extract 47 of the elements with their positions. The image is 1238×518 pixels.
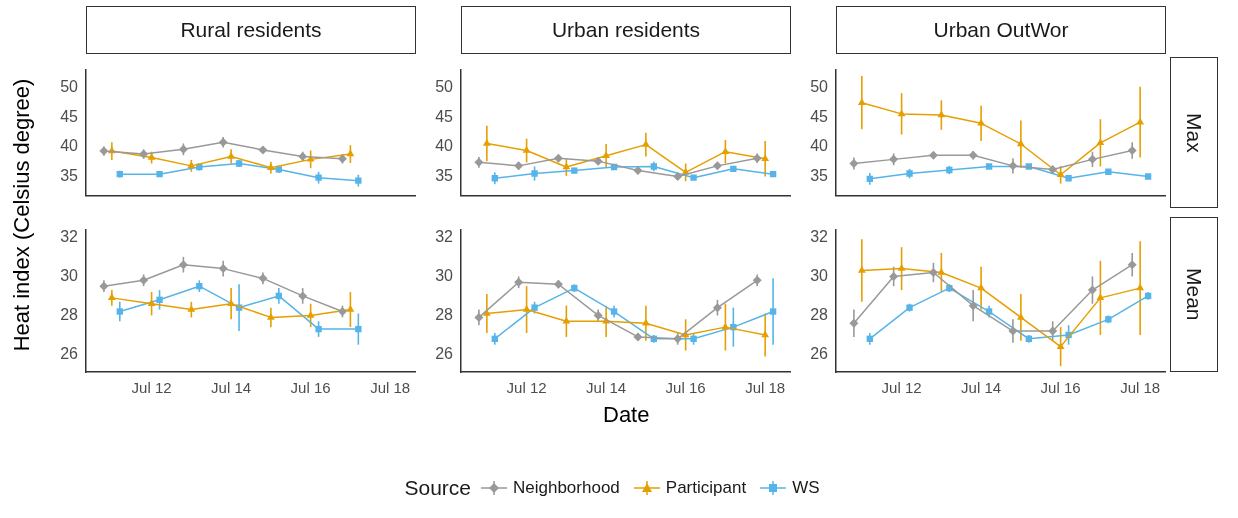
y-tick-label: 30 [435,266,454,284]
y-tick-label: 40 [435,137,454,155]
legend-label: Participant [665,478,747,498]
x-tick-label: Jul 16 [665,379,706,397]
x-tick-label: Jul 16 [290,379,331,397]
y-tick-label: 30 [60,266,79,284]
x-tick-label: Jul 14 [211,379,252,397]
x-tick-label: Jul 16 [1040,379,1081,397]
y-tick-label: 26 [60,344,79,362]
chart-title: Rural residents [86,6,416,54]
x-axis-title: Date [603,402,650,428]
legend-label: WS [792,478,820,498]
y-axis-title: Heat index (Celsius degree) [8,78,35,351]
x-tick-label: Jul 18 [745,379,786,397]
y-tick-label: 45 [60,107,79,125]
y-tick-label: 45 [810,107,829,125]
x-tick-label: Jul 14 [961,379,1002,397]
y-tick-label: 50 [60,78,79,96]
y-tick-label: 35 [435,166,454,184]
y-tick-label: 26 [435,344,454,362]
y-tick-label: 50 [435,78,454,96]
x-tick-label: Jul 14 [586,379,627,397]
y-tick-label: 28 [810,305,829,323]
y-tick-label: 35 [60,166,79,184]
x-tick-label: Jul 18 [370,379,411,397]
y-tick-label: 50 [810,78,829,96]
x-tick-label: Jul 12 [506,379,547,397]
x-tick-label: Jul 18 [1120,379,1161,397]
y-tick-label: 32 [435,227,454,245]
y-tick-label: 32 [60,227,79,245]
legend-title: Source [404,476,471,500]
y-tick-label: 40 [60,137,79,155]
y-tick-label: 30 [810,266,829,284]
y-tick-label: 32 [810,227,829,245]
chart-title: Urban OutWor [836,6,1166,54]
chart-title: Urban residents [461,6,791,54]
y-tick-label: 45 [435,107,454,125]
y-tick-label: 28 [435,305,454,323]
legend-label: Neighborhood [513,478,620,498]
x-tick-label: Jul 12 [131,379,172,397]
x-tick-label: Jul 12 [881,379,922,397]
text: Mean [1182,268,1206,321]
y-tick-label: 28 [60,305,79,323]
text: Max [1182,112,1206,153]
y-tick-label: 26 [810,344,829,362]
y-tick-label: 40 [810,137,829,155]
y-tick-label: 35 [810,166,829,184]
